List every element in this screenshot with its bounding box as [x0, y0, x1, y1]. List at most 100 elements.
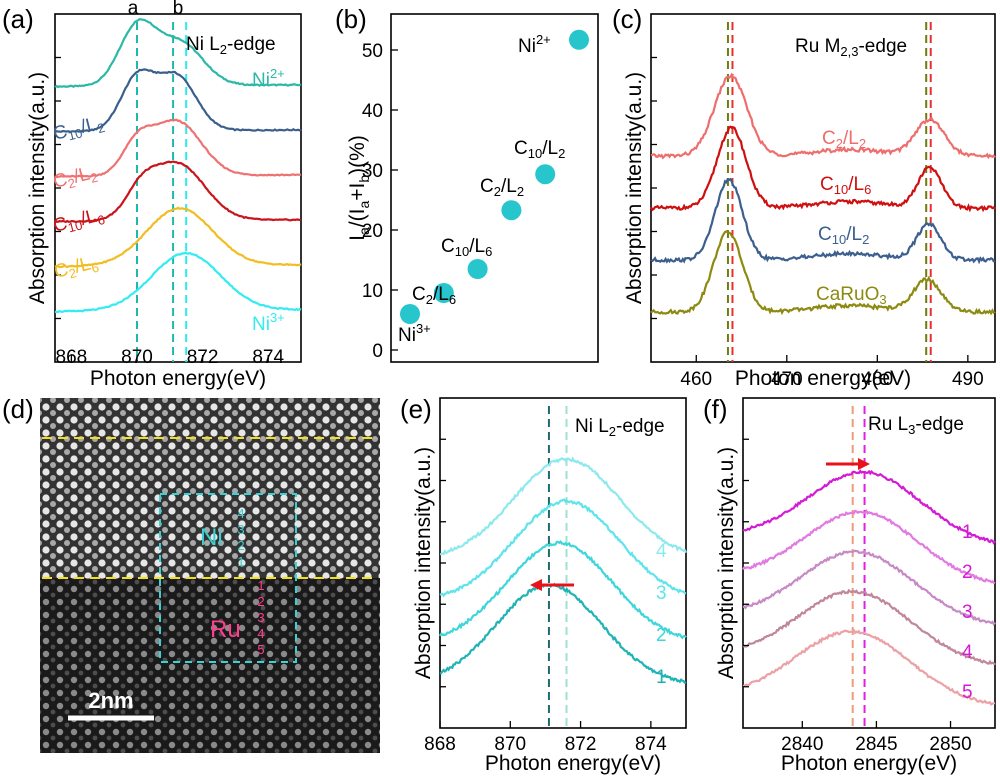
- shift-arrow-left-head: [530, 579, 542, 591]
- x-tick-label: 2840: [781, 734, 823, 755]
- series-label-c-c10l2: C10/L2: [818, 224, 869, 247]
- point-label-c2l2: C2/L2: [480, 176, 524, 199]
- series-label-ni2: Ni2+: [252, 66, 285, 91]
- point-label-ni3: Ni3+: [398, 321, 431, 346]
- y-tick-label: 40: [362, 101, 383, 122]
- spectrum-line: [440, 456, 687, 556]
- region-label-ni: Ni: [200, 524, 223, 551]
- stem-ni-layer: [40, 398, 380, 578]
- point-label-c2l6: C2/L6: [412, 284, 456, 307]
- x-tick-label: 872: [187, 347, 219, 368]
- panel-label-d: (d): [2, 394, 34, 424]
- panel-f-xlabel: Photon energy(eV): [781, 752, 957, 775]
- x-tick-label: 470: [771, 369, 803, 390]
- peak-label-a: a: [128, 0, 139, 19]
- data-point: [569, 29, 589, 50]
- spectrum-line: [742, 588, 996, 666]
- x-tick-label: 872: [565, 734, 597, 755]
- peak-label-b: b: [173, 0, 184, 19]
- svg-text:3: 3: [257, 610, 264, 625]
- scale-bar-label: 2nm: [88, 688, 133, 713]
- series-label-c2l6: C2/L6: [52, 252, 100, 285]
- panel-f-chart: 2840 2845 2850 Ru L3-edge Photon energy(eV…: [715, 397, 996, 775]
- data-point: [400, 304, 420, 324]
- data-point: [501, 200, 522, 221]
- spectrum-line: [650, 230, 996, 316]
- series-number-label: 2: [656, 625, 667, 646]
- y-tick-label: 50: [362, 41, 383, 62]
- x-tick-label: 490: [952, 369, 984, 390]
- spectrum-line: [54, 118, 302, 179]
- spectrum-line: [742, 549, 996, 627]
- series-label-c-caruo3: CaRuO3: [816, 284, 887, 307]
- svg-text:4: 4: [257, 626, 264, 641]
- svg-text:2: 2: [257, 594, 264, 609]
- spectrum-line: [650, 72, 996, 160]
- shift-arrow-right-head: [858, 458, 870, 470]
- panel-f-frame: [742, 397, 996, 729]
- y-tick-label: 0: [372, 341, 383, 362]
- panel-a-chart: 868 870 872 874 a b Ni L2-edge Photon energ…: [26, 0, 302, 390]
- panel-e-frame: [439, 397, 687, 729]
- x-tick-label: 870: [494, 734, 526, 755]
- series-label-c-c10l6: C10/L6: [820, 174, 871, 197]
- series-number-label: 3: [962, 602, 973, 623]
- spectrum-line: [439, 582, 687, 684]
- point-label-ni2: Ni2+: [518, 32, 551, 57]
- data-point: [535, 164, 556, 185]
- svg-text:2: 2: [237, 538, 244, 553]
- spectrum-line: [54, 206, 302, 269]
- y-tick-label: 30: [362, 161, 383, 182]
- panel-a-title: Ni L2-edge: [186, 34, 276, 57]
- panel-a-ylabel: Absorption intensity(a.u.): [26, 72, 49, 304]
- panel-label-a: (a): [2, 4, 34, 34]
- panel-e-title: Ni L2-edge: [575, 416, 665, 439]
- spectrum-line: [54, 251, 302, 314]
- series-label-c2l2: C2/L2: [51, 162, 99, 195]
- spectrum-line: [742, 469, 996, 545]
- panel-label-c: (c): [612, 4, 642, 34]
- y-tick-label: 20: [362, 221, 383, 242]
- svg-text:1: 1: [237, 554, 244, 569]
- series-label-c10l6: C10/L6: [51, 204, 106, 239]
- stem-ru-layer: [40, 578, 380, 753]
- spectrum-line: [54, 18, 302, 89]
- panel-f-title: Ru L3-edge: [868, 414, 964, 437]
- series-number-label: 1: [962, 522, 973, 543]
- series-label-c10l2: C10/L2: [51, 112, 106, 147]
- spectrum-line: [743, 628, 996, 706]
- point-label-c10l6: C10/L6: [441, 236, 492, 259]
- x-tick-label: 480: [861, 369, 893, 390]
- x-tick-label: 2845: [855, 734, 897, 755]
- svg-text:4: 4: [237, 506, 244, 521]
- series-label-ni3: Ni3+: [252, 310, 285, 335]
- panel-b-chart: 0 10 20 30 40 50 Ia/(Ia+Ib)(%) Ni3+ C2/L6 C10…: [346, 13, 599, 363]
- panel-label-e: (e): [400, 394, 432, 424]
- x-tick-label: 460: [680, 369, 712, 390]
- panel-label-f: (f): [703, 394, 728, 424]
- svg-text:1: 1: [257, 578, 264, 593]
- spectrum-line: [650, 177, 996, 265]
- panel-c-chart: 460 470 480 490 Ru M2,3-edge Photon energy(…: [623, 13, 996, 390]
- series-number-label: 5: [962, 682, 973, 703]
- region-label-ru: Ru: [210, 616, 241, 643]
- panel-e-xlabel: Photon energy(eV): [485, 752, 661, 775]
- series-label-c-c2l2: C2/L2: [822, 128, 866, 151]
- x-tick-label: 868: [56, 347, 88, 368]
- panel-c-xlabel: Photon energy(eV): [735, 367, 911, 390]
- data-point: [433, 283, 454, 303]
- x-tick-label: 874: [252, 347, 284, 368]
- series-number-label: 3: [656, 583, 667, 604]
- panel-b-frame: [390, 13, 599, 363]
- x-tick-label: 868: [424, 734, 456, 755]
- data-point: [467, 259, 488, 279]
- panel-c-title: Ru M2,3-edge: [795, 36, 907, 59]
- point-label-c10l2: C10/L2: [514, 138, 565, 161]
- series-number-label: 4: [656, 541, 667, 562]
- svg-text:3: 3: [237, 522, 244, 537]
- x-tick-label: 870: [121, 347, 153, 368]
- spectrum-line: [439, 540, 687, 640]
